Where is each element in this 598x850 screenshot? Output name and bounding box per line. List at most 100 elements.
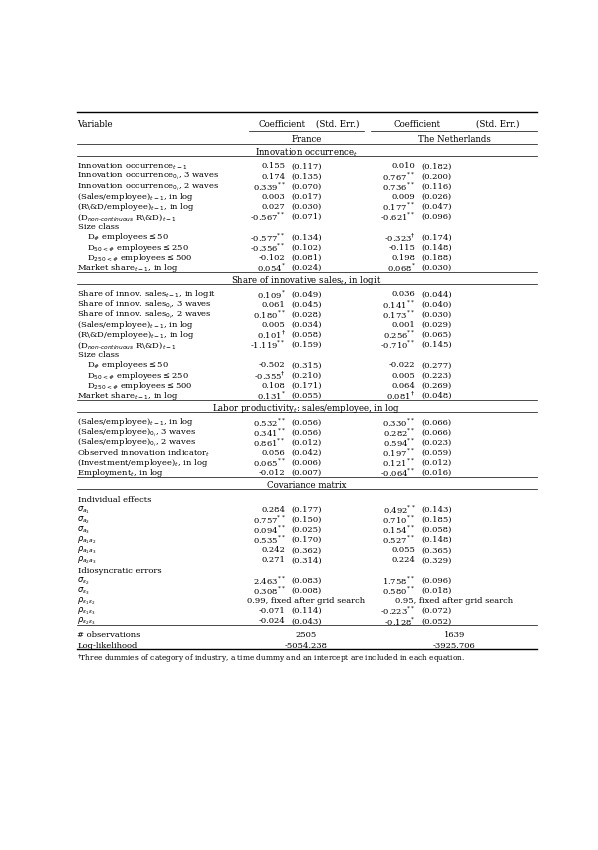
Text: (D$_{\mathit{non\text{-}continuous}}$ R\&D)$_{t-1}$: (D$_{\mathit{non\text{-}continuous}}$ R\… [77,340,176,351]
Text: (0.071): (0.071) [292,213,322,221]
Text: (0.314): (0.314) [292,557,322,564]
Text: (0.134): (0.134) [292,234,322,241]
Text: Market share$_{t-1}$, in log: Market share$_{t-1}$, in log [77,390,179,402]
Text: (0.148): (0.148) [422,536,452,544]
Text: (0.143): (0.143) [422,506,452,513]
Text: (0.066): (0.066) [422,428,451,437]
Text: 0.068$^{*}$: 0.068$^{*}$ [386,262,416,274]
Text: 1.758$^{**}$: 1.758$^{**}$ [383,575,416,587]
Text: 0.094$^{**}$: 0.094$^{**}$ [253,524,286,536]
Text: (0.188): (0.188) [422,254,452,262]
Text: $\rho_{\varepsilon_1 \varepsilon_3}$: $\rho_{\varepsilon_1 \varepsilon_3}$ [77,605,96,617]
Text: (0.007): (0.007) [292,469,322,477]
Text: (0.117): (0.117) [292,162,322,171]
Text: (0.012): (0.012) [422,459,451,467]
Text: 0.736$^{**}$: 0.736$^{**}$ [383,180,416,193]
Text: (0.329): (0.329) [422,557,451,564]
Text: Coefficient: Coefficient [394,120,441,128]
Text: France: France [291,135,322,144]
Text: $\sigma_{a_2}$: $\sigma_{a_2}$ [77,514,90,525]
Text: (Sales/employee)$_{0_i}$, 3 waves: (Sales/employee)$_{0_i}$, 3 waves [77,426,196,439]
Text: 0.005: 0.005 [262,320,286,329]
Text: 0.242: 0.242 [262,547,286,554]
Text: 0.177$^{**}$: 0.177$^{**}$ [382,201,416,213]
Text: -0.012: -0.012 [259,469,286,477]
Text: (0.044): (0.044) [422,291,452,298]
Text: 0.101$^{\dagger}$: 0.101$^{\dagger}$ [257,329,286,341]
Text: 0.056: 0.056 [262,449,286,456]
Text: Size class: Size class [78,351,119,360]
Text: (0.006): (0.006) [292,459,322,467]
Text: Covariance matrix: Covariance matrix [267,481,346,490]
Text: -0.223$^{**}$: -0.223$^{**}$ [380,605,416,617]
Text: 0.001: 0.001 [392,320,416,329]
Text: 0.527$^{**}$: 0.527$^{**}$ [383,534,416,547]
Text: (0.145): (0.145) [422,341,452,349]
Text: $\rho_{\varepsilon_2 \varepsilon_3}$: $\rho_{\varepsilon_2 \varepsilon_3}$ [77,615,96,627]
Text: 0.141$^{**}$: 0.141$^{**}$ [383,298,416,311]
Text: (Sales/employee)$_{t-1}$, in log: (Sales/employee)$_{t-1}$, in log [77,191,194,203]
Text: 0.174: 0.174 [261,173,286,180]
Text: $\rho_{a_1 a_2}$: $\rho_{a_1 a_2}$ [77,535,96,546]
Text: (0.048): (0.048) [422,392,452,400]
Text: Share of innov. sales$_{0_i}$, 3 waves: Share of innov. sales$_{0_i}$, 3 waves [77,298,212,311]
Text: (0.023): (0.023) [422,439,451,446]
Text: 0.155: 0.155 [261,162,286,171]
Text: (0.025): (0.025) [292,526,322,534]
Text: 0.580$^{**}$: 0.580$^{**}$ [383,585,416,597]
Text: (0.096): (0.096) [422,577,451,585]
Text: (0.066): (0.066) [422,418,451,427]
Text: -0.115: -0.115 [389,244,416,252]
Text: (0.102): (0.102) [292,244,322,252]
Text: 2505: 2505 [296,632,317,639]
Text: (R\&D/employee)$_{t-1}$, in log: (R\&D/employee)$_{t-1}$, in log [77,201,195,213]
Text: The Netherlands: The Netherlands [418,135,491,144]
Text: 0.224: 0.224 [392,557,416,564]
Text: (0.059): (0.059) [422,449,451,456]
Text: D$_{50<\#}$ employees$\leq$250: D$_{50<\#}$ employees$\leq$250 [87,241,189,253]
Text: $\sigma_{\varepsilon_2}$: $\sigma_{\varepsilon_2}$ [77,575,90,586]
Text: Labor productivity$_t$: sales/employee, in log: Labor productivity$_t$: sales/employee, … [212,402,401,415]
Text: (0.269): (0.269) [422,382,451,390]
Text: -0.024: -0.024 [259,617,286,626]
Text: 0.256$^{**}$: 0.256$^{**}$ [383,329,416,341]
Text: 0.055: 0.055 [392,547,416,554]
Text: (0.083): (0.083) [292,577,322,585]
Text: (0.024): (0.024) [292,264,322,272]
Text: (0.200): (0.200) [422,173,451,180]
Text: -0.128$^{*}$: -0.128$^{*}$ [384,615,416,627]
Text: 0.131$^{*}$: 0.131$^{*}$ [257,389,286,402]
Text: # observations: # observations [77,632,141,639]
Text: 2.463$^{**}$: 2.463$^{**}$ [253,575,286,587]
Text: 0.121$^{**}$: 0.121$^{**}$ [383,456,416,469]
Text: (0.030): (0.030) [422,264,451,272]
Text: $^{\dagger}$Three dummies of category of industry, a time dummy and an intercept: $^{\dagger}$Three dummies of category of… [77,653,465,666]
Text: 0.861$^{**}$: 0.861$^{**}$ [253,436,286,449]
Text: 0.271: 0.271 [262,557,286,564]
Text: Innovation occurrence$_{0_i}$, 3 waves: Innovation occurrence$_{0_i}$, 3 waves [77,171,219,183]
Text: (Std. Err.): (Std. Err.) [316,120,359,128]
Text: (0.150): (0.150) [292,516,322,524]
Text: Innovation occurrence$_{0_i}$, 2 waves: Innovation occurrence$_{0_i}$, 2 waves [77,181,219,193]
Text: (0.042): (0.042) [292,449,322,456]
Text: Size class: Size class [78,224,119,231]
Text: (0.055): (0.055) [292,392,322,400]
Text: (0.096): (0.096) [422,213,451,221]
Text: (0.114): (0.114) [292,607,322,615]
Text: (0.049): (0.049) [292,291,322,298]
Text: 0.492$^{**}$: 0.492$^{**}$ [383,503,416,516]
Text: 0.108: 0.108 [262,382,286,390]
Text: 0.154$^{**}$: 0.154$^{**}$ [383,524,416,536]
Text: 0.010: 0.010 [392,162,416,171]
Text: (0.315): (0.315) [292,361,322,370]
Text: D$_{\#}$ employees$\leq$50: D$_{\#}$ employees$\leq$50 [87,231,169,243]
Text: Observed innovation indicator$_t$: Observed innovation indicator$_t$ [77,447,210,458]
Text: 0.081$^{\dagger}$: 0.081$^{\dagger}$ [386,389,416,402]
Text: 0.061: 0.061 [262,301,286,309]
Text: $\sigma_{a_3}$: $\sigma_{a_3}$ [77,524,90,536]
Text: $\rho_{a_1 a_3}$: $\rho_{a_1 a_3}$ [77,545,97,556]
Text: Variable: Variable [77,120,112,128]
Text: (R\&D/employee)$_{t-1}$, in log: (R\&D/employee)$_{t-1}$, in log [77,329,195,341]
Text: 0.767$^{**}$: 0.767$^{**}$ [383,170,416,183]
Text: 0.282$^{**}$: 0.282$^{**}$ [383,427,416,439]
